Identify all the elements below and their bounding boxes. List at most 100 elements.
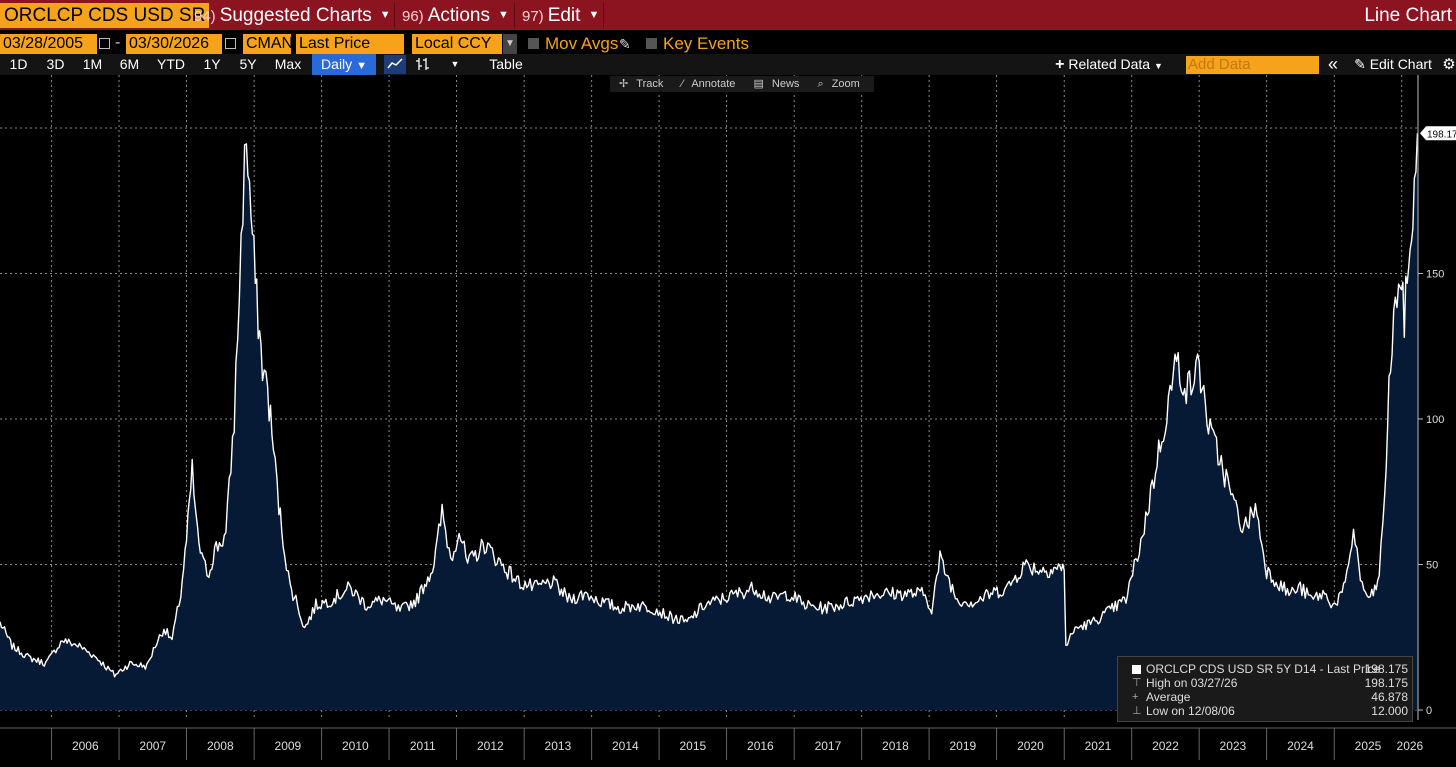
pencil-icon: ✎ [1354, 56, 1366, 72]
x-tick-label: 2014 [612, 739, 639, 753]
mov-avgs-checkbox[interactable] [528, 38, 539, 49]
period-toolbar: 1D 3D 1M 6M YTD 1Y 5Y Max Daily ▼ ▼ Tabl… [0, 54, 1456, 75]
period-5y[interactable]: 5Y [239, 56, 257, 72]
chart-tools: ✢ Track ⁄ Annotate ▤ News ⌕ Zoom [610, 76, 874, 92]
x-tick-label: 2023 [1220, 739, 1247, 753]
period-ytd[interactable]: YTD [157, 56, 185, 72]
table-button[interactable]: Table [489, 56, 523, 72]
period-6m[interactable]: 6M [119, 56, 140, 72]
legend-average-label: Average [1146, 690, 1191, 704]
calendar-field[interactable]: CMAN [243, 34, 293, 54]
period-max[interactable]: Max [274, 56, 302, 72]
y-tick-label: 150 [1426, 269, 1444, 281]
series-area-fill [0, 133, 1418, 711]
series-line [0, 133, 1419, 678]
chevron-down-icon[interactable]: ▼ [503, 34, 517, 54]
period-3d[interactable]: 3D [46, 56, 65, 72]
period-1d[interactable]: 1D [9, 56, 28, 72]
chevron-down-icon[interactable]: ▼ [450, 59, 460, 69]
legend-last-value: 198.175 [1364, 662, 1408, 676]
mov-avgs-label[interactable]: Mov Avgs [545, 34, 619, 53]
key-events-checkbox[interactable] [646, 38, 657, 49]
menu-label: Suggested Charts [219, 5, 372, 26]
related-data-button[interactable]: + Related Data ▼ [1046, 54, 1172, 75]
line-chart-icon[interactable] [384, 55, 406, 74]
x-tick-label: 2013 [545, 739, 572, 753]
track-tool[interactable]: ✢ Track [619, 78, 664, 90]
legend-average-value: 46.878 [1371, 690, 1408, 704]
calendar-icon[interactable] [225, 38, 236, 49]
menu-label: Edit [547, 5, 581, 26]
news-label: News [771, 78, 800, 90]
annotate-label: Annotate [691, 78, 736, 90]
legend-series-name: ORCLCP CDS USD SR 5Y D14 - Last Price [1146, 662, 1381, 676]
ticker-field[interactable]: ORCLCP CDS USD SR [0, 3, 210, 28]
x-tick-label: 2018 [882, 739, 909, 753]
pencil-icon[interactable]: ✎ [619, 36, 631, 52]
chart-type-label[interactable]: Line Chart [1364, 5, 1452, 26]
divider [514, 3, 515, 28]
last-price-label: 198.17 [1427, 129, 1456, 140]
x-tick-label: 2016 [747, 739, 774, 753]
currency-selector[interactable]: Local CCY [412, 34, 502, 54]
gear-icon[interactable]: ⚙ [1442, 56, 1456, 73]
caret-down-icon: ▼ [1153, 61, 1163, 71]
legend-average-row: + Average 46.878 [1118, 690, 1408, 704]
divider [603, 3, 604, 28]
end-date-field[interactable]: 03/30/2026 [126, 34, 222, 54]
zoom-tool[interactable]: ⌕ Zoom [817, 78, 860, 90]
x-tick-label: 2026 [1397, 739, 1424, 753]
x-tick-label: 2007 [139, 739, 166, 753]
period-1m[interactable]: 1M [82, 56, 103, 72]
x-tick-label: 2024 [1287, 739, 1314, 753]
caret-down-icon: ▼ [379, 9, 391, 22]
average-marker-icon: + [1132, 691, 1139, 703]
legend-series-row: ORCLCP CDS USD SR 5Y D14 - Last Price 19… [1118, 662, 1408, 676]
x-tick-label: 2009 [275, 739, 302, 753]
key-events-label[interactable]: Key Events [663, 34, 749, 53]
series-swatch [1132, 665, 1141, 674]
x-tick-label: 2017 [815, 739, 842, 753]
legend-low-row: ⊥ Low on 12/08/06 12.000 [1118, 704, 1408, 718]
actions-menu[interactable]: 96) Actions ▼ [402, 3, 509, 28]
y-tick-label: 0 [1426, 705, 1432, 717]
collapse-icon[interactable]: « [1327, 54, 1338, 74]
field-selector[interactable]: Last Price [296, 34, 404, 54]
legend-low-label: Low on 12/08/06 [1146, 704, 1235, 718]
add-data-input[interactable]: Add Data [1186, 56, 1319, 74]
chart-controls-bar: 03/28/2005 - 03/30/2026 CMAN Last Price … [0, 33, 1456, 55]
high-marker-icon: ⊤ [1132, 677, 1142, 689]
bar-chart-icon[interactable] [412, 55, 434, 74]
cds-spread-chart[interactable]: 0 50 100 150 2006 2007 2008 2009 2010 2011 2012 20… [0, 75, 1456, 767]
x-tick-label: 2012 [477, 739, 504, 753]
caret-down-icon: ▼ [356, 60, 367, 72]
legend-high-value: 198.175 [1364, 676, 1408, 690]
caret-down-icon: ▼ [498, 9, 509, 22]
start-date-field[interactable]: 03/28/2005 [0, 34, 97, 54]
caret-down-icon: ▼ [588, 9, 600, 22]
menu-label: Actions [427, 5, 490, 26]
x-tick-label: 2022 [1152, 739, 1179, 753]
low-marker-icon: ⊥ [1132, 705, 1142, 717]
y-tick-label: 50 [1426, 560, 1438, 572]
zoom-label: Zoom [831, 78, 860, 90]
related-data-label: Related Data [1068, 56, 1151, 72]
x-tick-label: 2025 [1355, 739, 1382, 753]
x-tick-label: 2019 [950, 739, 977, 753]
annotate-tool[interactable]: ⁄ Annotate [681, 78, 736, 90]
menu-number: 96) [402, 8, 424, 25]
frequency-selector[interactable]: Daily ▼ [312, 54, 376, 75]
period-1y[interactable]: 1Y [203, 56, 221, 72]
x-tick-label: 2015 [679, 739, 706, 753]
menu-number: 94) [194, 8, 216, 25]
x-tick-label: 2010 [342, 739, 369, 753]
news-tool[interactable]: ▤ News [753, 78, 800, 90]
edit-chart-button[interactable]: ✎ Edit Chart [1348, 54, 1438, 75]
suggested-charts-menu[interactable]: 94) Suggested Charts ▼ [194, 3, 391, 28]
calendar-icon[interactable] [99, 38, 110, 49]
edit-chart-label: Edit Chart [1369, 56, 1432, 72]
edit-menu[interactable]: 97) Edit ▼ [522, 3, 599, 28]
x-tick-label: 2021 [1085, 739, 1112, 753]
x-tick-label: 2006 [72, 739, 99, 753]
chart-legend[interactable]: ORCLCP CDS USD SR 5Y D14 - Last Price 19… [1117, 656, 1413, 722]
